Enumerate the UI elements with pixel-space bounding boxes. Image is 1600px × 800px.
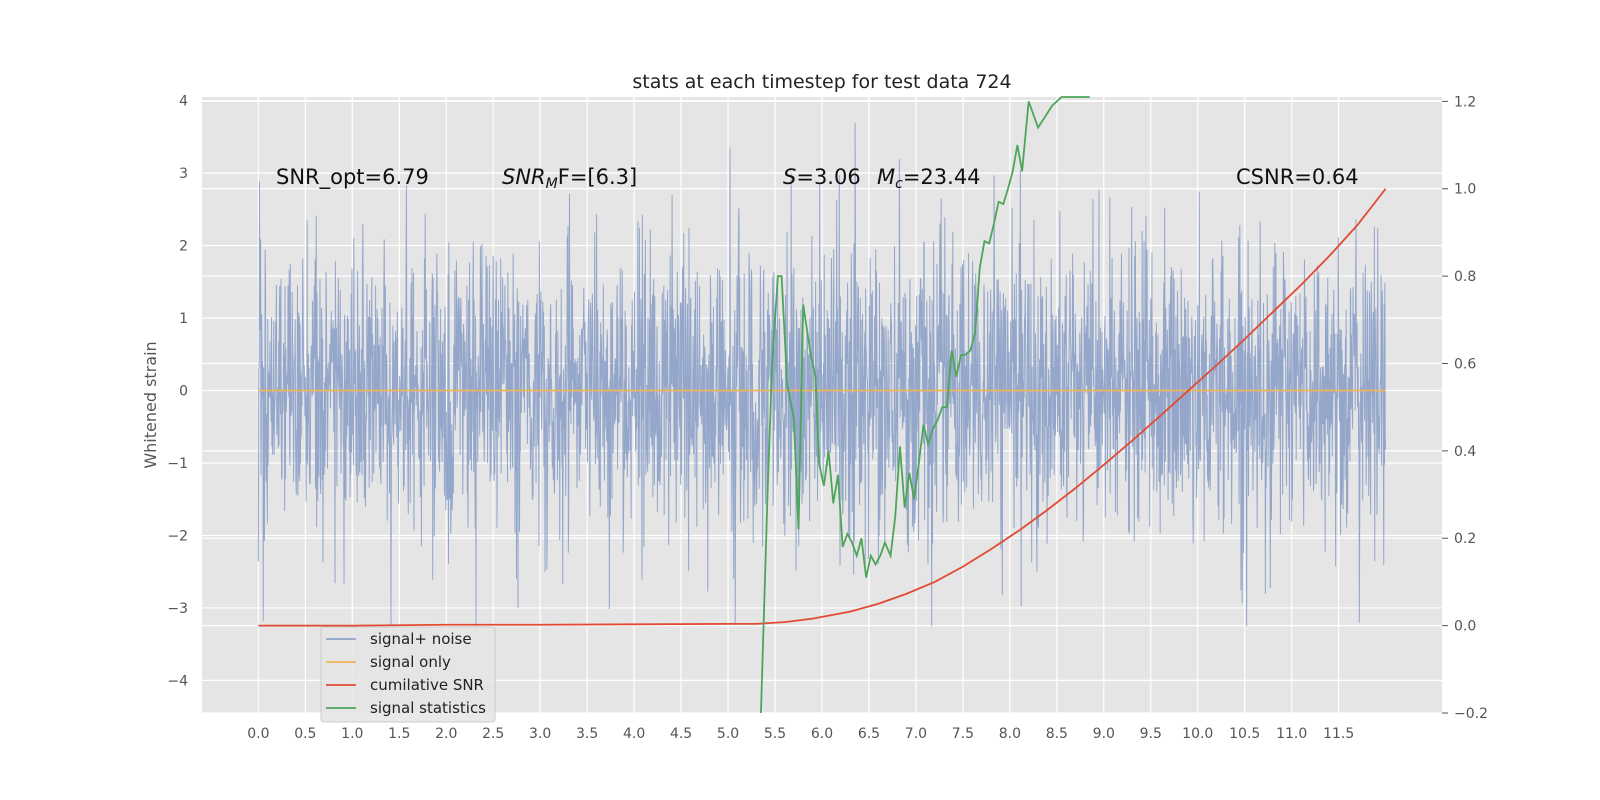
x-tick-label: 4.0 bbox=[623, 726, 645, 742]
annotation-snr-mf: SNRMF=[6.3] bbox=[502, 165, 637, 192]
y2-tick-label: 0.0 bbox=[1454, 619, 1476, 635]
series-signal-noise bbox=[257, 122, 1387, 627]
x-tick-label: 1.5 bbox=[388, 726, 410, 742]
x-tick-label: 9.0 bbox=[1093, 726, 1115, 742]
x-tick-label: 7.5 bbox=[952, 726, 974, 742]
legend-label-signal-noise: signal+ noise bbox=[370, 630, 472, 648]
x-tick-label: 0.0 bbox=[247, 726, 269, 742]
x-tick-label: 3.5 bbox=[576, 726, 598, 742]
y-tick-label: 3 bbox=[179, 166, 188, 182]
annotation-snr-mf-main: SNR bbox=[502, 165, 546, 189]
y-tick-label: −3 bbox=[167, 601, 188, 617]
x-tick-label: 10.5 bbox=[1229, 726, 1260, 742]
y-tick-label: 1 bbox=[179, 311, 188, 327]
annotation-mc-var: M bbox=[877, 165, 895, 189]
y-tick-label: −2 bbox=[167, 528, 188, 544]
x-tick-label: 5.5 bbox=[764, 726, 786, 742]
signal-noise-series bbox=[257, 122, 1387, 627]
y-tick-label: 2 bbox=[179, 239, 188, 255]
y2-tick-label: 0.2 bbox=[1454, 531, 1476, 547]
x-tick-label: 8.5 bbox=[1046, 726, 1068, 742]
y2-tick-label: 0.4 bbox=[1454, 444, 1476, 460]
annotation-s: S=3.06 bbox=[783, 165, 861, 189]
legend-label-signal-only: signal only bbox=[370, 653, 451, 671]
annotation-snr-mf-rest: F=[6.3] bbox=[558, 165, 637, 189]
x-tick-label: 11.5 bbox=[1323, 726, 1354, 742]
annotation-s-value: =3.06 bbox=[796, 165, 860, 189]
series-cumulative-snr bbox=[258, 188, 1387, 627]
y-axis-label: Whitened strain bbox=[141, 341, 160, 468]
annotation-snr-opt: SNR_opt=6.79 bbox=[276, 165, 429, 190]
y2-tick-label: −0.2 bbox=[1454, 706, 1488, 722]
line-series bbox=[258, 96, 1387, 714]
y-tick-label: −1 bbox=[167, 456, 188, 472]
x-tick-label: 10.0 bbox=[1182, 726, 1213, 742]
annotation-mc-sub: c bbox=[895, 176, 903, 192]
x-tick-label: 4.5 bbox=[670, 726, 692, 742]
x-tick-label: 11.0 bbox=[1276, 726, 1307, 742]
x-tick-label: 1.0 bbox=[341, 726, 363, 742]
y2-axis-ticks: 1.2 1.0 0.8 0.6 0.4 0.2 0.0 −0.2 bbox=[1442, 94, 1488, 722]
legend-label-cumulative-snr: cumilative SNR bbox=[370, 676, 484, 694]
chart-title: stats at each timestep for test data 724 bbox=[632, 71, 1011, 93]
x-tick-label: 5.0 bbox=[717, 726, 739, 742]
y-tick-label: 0 bbox=[179, 384, 188, 400]
x-tick-label: 7.0 bbox=[905, 726, 927, 742]
y2-tick-label: 1.0 bbox=[1454, 182, 1476, 198]
y2-tick-label: 1.2 bbox=[1454, 94, 1476, 110]
legend-label-signal-statistics: signal statistics bbox=[370, 699, 486, 717]
x-tick-label: 2.5 bbox=[482, 726, 504, 742]
annotation-mc: Mc=23.44 bbox=[877, 165, 981, 192]
y2-tick-label: 0.8 bbox=[1454, 269, 1476, 285]
series-signal-statistics bbox=[760, 96, 1090, 714]
x-tick-label: 8.0 bbox=[999, 726, 1021, 742]
annotation-s-var: S bbox=[783, 165, 796, 189]
legend: signal+ noise signal only cumilative SNR… bbox=[320, 626, 496, 723]
annotation-csnr: CSNR=0.64 bbox=[1236, 165, 1359, 189]
y-tick-label: −4 bbox=[167, 673, 188, 689]
x-tick-label: 9.5 bbox=[1140, 726, 1162, 742]
annotation-mc-value: =23.44 bbox=[903, 165, 981, 189]
x-tick-label: 3.0 bbox=[529, 726, 551, 742]
x-tick-label: 6.5 bbox=[858, 726, 880, 742]
x-tick-label: 0.5 bbox=[294, 726, 316, 742]
x-tick-label: 2.0 bbox=[435, 726, 457, 742]
x-tick-label: 6.0 bbox=[811, 726, 833, 742]
y-axis-ticks: 4 3 2 1 0 −1 −2 −3 −4 bbox=[167, 94, 188, 690]
y2-tick-label: 0.6 bbox=[1454, 356, 1476, 372]
legend-box bbox=[320, 626, 496, 723]
annotation-snr-mf-sub: M bbox=[546, 176, 558, 192]
y-tick-label: 4 bbox=[179, 94, 188, 110]
x-axis-ticks: 0.0 0.5 1.0 1.5 2.0 2.5 3.0 3.5 4.0 4.5 5.0 5.5 6.0 6… bbox=[247, 726, 1354, 742]
